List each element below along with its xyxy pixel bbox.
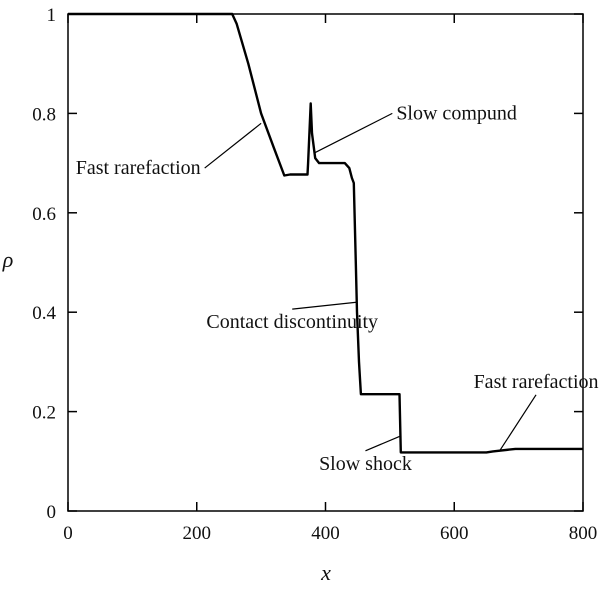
y-tick-label: 0.2 <box>32 403 56 424</box>
annotation-label: Slow compund <box>396 102 517 124</box>
series-layer <box>68 12 583 454</box>
annotation-4: Fast rarefaction <box>474 371 599 452</box>
annotation-label: Slow shock <box>319 453 412 475</box>
y-axis-label: ρ <box>2 247 14 272</box>
annotation-label: Contact discontinuity <box>206 311 378 333</box>
x-tick-label: 0 <box>63 523 73 544</box>
y-tick-label: 0.8 <box>32 104 56 125</box>
annotation-1: Slow compund <box>313 102 517 154</box>
annotation-leader-line <box>292 301 357 310</box>
annotation-leader-line <box>204 122 262 169</box>
annotations: Fast rarefaction Slow compund Contact disc… <box>76 102 599 474</box>
series-line-0 <box>68 12 583 454</box>
y-tick-label: 0.4 <box>32 303 56 324</box>
annotation-3: Slow shock <box>319 435 412 475</box>
x-tick-label: 200 <box>183 523 212 544</box>
plot-frame <box>67 13 584 512</box>
annotation-leader-line <box>313 112 393 154</box>
annotation-leader-line <box>498 394 537 452</box>
annotation-2: Contact discontinuity <box>206 301 378 333</box>
annotation-label: Fast rarefaction <box>76 157 201 179</box>
annotation-0: Fast rarefaction <box>76 122 262 179</box>
x-axis-label: x <box>320 560 331 585</box>
annotation-label: Fast rarefaction <box>474 371 599 393</box>
y-tick-label: 1 <box>47 5 57 26</box>
x-tick-label: 600 <box>440 523 469 544</box>
ticks: 0 200 400 600 800 0 0.2 0.4 0.6 0.8 1 <box>32 5 597 544</box>
x-tick-label: 800 <box>569 523 598 544</box>
x-tick-label: 400 <box>311 523 340 544</box>
y-tick-label: 0 <box>47 502 57 523</box>
annotation-leader-line <box>365 435 400 452</box>
y-tick-label: 0.6 <box>32 204 56 225</box>
